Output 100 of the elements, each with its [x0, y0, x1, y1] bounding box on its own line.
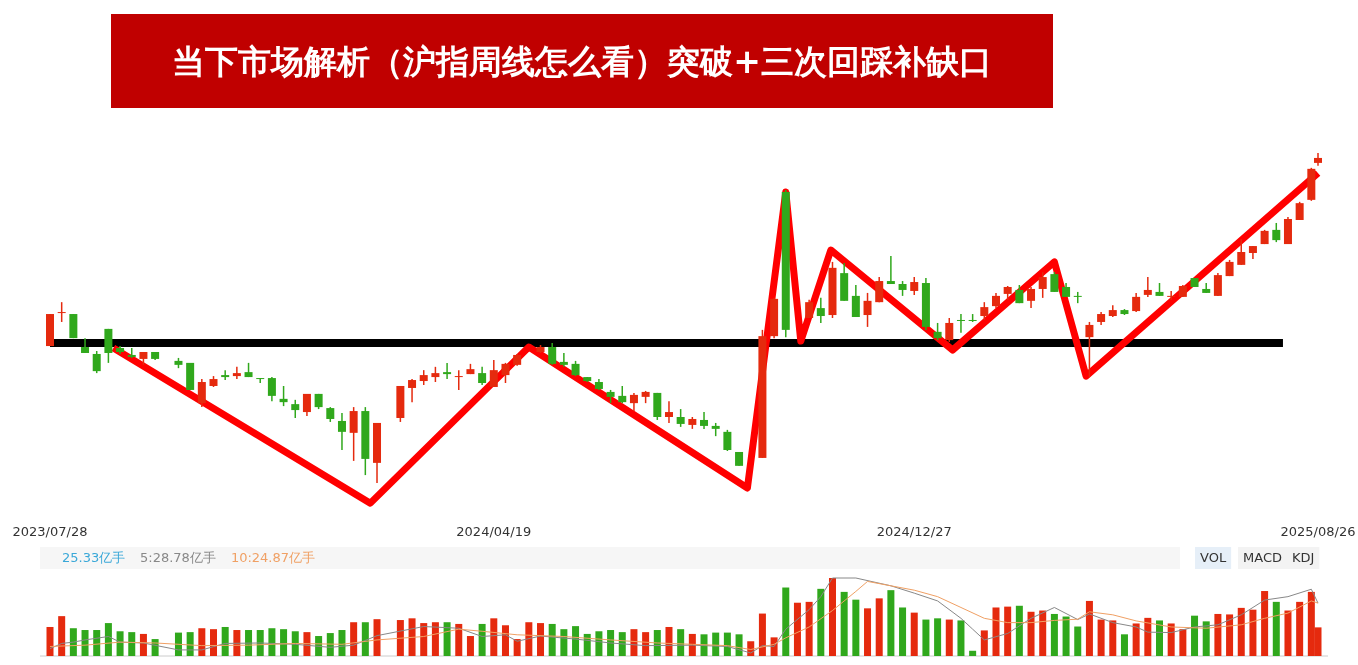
bar: [291, 631, 299, 656]
bar: [840, 591, 848, 656]
bar: [1120, 634, 1128, 656]
bar: [700, 634, 708, 656]
candlestick: [1085, 321, 1094, 378]
candlestick: [127, 347, 136, 359]
bar: [1179, 629, 1187, 656]
bar: [1062, 616, 1070, 656]
candlestick: [291, 399, 300, 419]
candlestick: [863, 292, 872, 328]
bar: [69, 628, 77, 656]
bar: [455, 623, 463, 656]
bar: [104, 623, 112, 656]
bar: [1237, 607, 1245, 656]
bar: [210, 629, 218, 656]
bar: [1074, 626, 1082, 656]
candlestick: [559, 352, 568, 368]
bar: [338, 630, 346, 656]
candlestick: [279, 385, 288, 407]
bar: [864, 608, 872, 656]
bar: [1039, 610, 1047, 656]
bar: [852, 599, 860, 656]
candlestick: [454, 369, 463, 391]
bar: [922, 619, 930, 656]
x-tick-label: 2024/12/27: [876, 524, 952, 539]
bar: [501, 625, 509, 656]
candlestick: [1272, 222, 1281, 243]
candlestick: [197, 378, 206, 408]
bar: [630, 629, 638, 656]
bar: [560, 629, 568, 656]
text: VOL: [1200, 550, 1227, 565]
candlestick: [851, 284, 860, 318]
bar: [793, 602, 801, 656]
candlestick: [221, 369, 230, 381]
text: 5:28.78亿手: [140, 550, 216, 565]
bar: [1027, 611, 1035, 656]
text: MACD: [1243, 550, 1282, 565]
candlestick: [548, 342, 557, 366]
candlestick: [956, 313, 965, 334]
bar: [1085, 600, 1093, 656]
bar: [1156, 620, 1163, 656]
bar: [1284, 610, 1292, 656]
bar: [1296, 601, 1304, 656]
candlestick: [1027, 286, 1036, 309]
bar: [373, 619, 381, 656]
candlestick: [443, 362, 452, 380]
bar: [782, 587, 790, 656]
bar: [1167, 623, 1175, 656]
bar: [828, 578, 836, 656]
bar: [478, 623, 486, 656]
candlestick: [267, 376, 276, 402]
candlestick: [945, 317, 954, 343]
candlestick: [1167, 290, 1176, 301]
bar: [1226, 614, 1234, 656]
candlestick: [478, 366, 487, 386]
bar: [420, 623, 428, 656]
bar: [910, 612, 918, 656]
bar: [46, 626, 54, 656]
bar: [1249, 609, 1257, 656]
bar: [58, 616, 66, 656]
candlestick: [1295, 201, 1304, 221]
bar: [875, 598, 883, 656]
bar: [198, 628, 206, 656]
x-tick-label: 2025/08/26: [1280, 524, 1356, 539]
candlestick: [349, 406, 358, 462]
bar: [139, 633, 147, 656]
x-tick-label: 2023/07/28: [12, 524, 88, 539]
bar: [899, 607, 907, 656]
bar: [805, 601, 813, 656]
bar: [1272, 601, 1280, 656]
candlestick: [232, 366, 241, 380]
bar: [513, 639, 521, 656]
candlestick: [875, 276, 884, 303]
bar: [268, 628, 276, 656]
text: 25.33亿手: [62, 550, 126, 565]
bar: [350, 622, 358, 656]
bar: [572, 626, 580, 656]
candlestick: [629, 392, 638, 412]
bar: [490, 618, 498, 656]
bar: [1191, 615, 1199, 656]
bar: [957, 620, 965, 656]
candlestick: [816, 297, 825, 324]
bar: [1050, 613, 1058, 656]
bar: [1214, 613, 1222, 656]
bar: [280, 629, 288, 656]
bar: [1109, 620, 1117, 656]
candlestick: [489, 359, 498, 388]
candlestick: [57, 301, 66, 323]
candlestick: [256, 377, 265, 384]
bar: [1144, 617, 1152, 656]
bar: [665, 626, 673, 656]
bar: [1004, 606, 1012, 656]
bar: [1015, 605, 1023, 656]
bar: [431, 622, 439, 656]
candlestick: [1237, 238, 1246, 266]
bar: [396, 620, 404, 656]
bar: [128, 632, 136, 656]
text: KDJ: [1292, 550, 1315, 565]
candlestick: [664, 400, 673, 424]
candlestick: [92, 350, 101, 374]
